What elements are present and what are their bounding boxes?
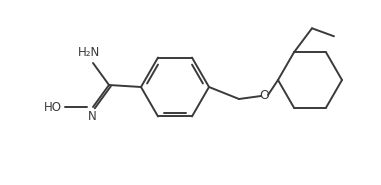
- Text: HO: HO: [44, 100, 62, 114]
- Text: H₂N: H₂N: [78, 46, 100, 59]
- Text: N: N: [88, 110, 96, 123]
- Text: O: O: [259, 88, 269, 102]
